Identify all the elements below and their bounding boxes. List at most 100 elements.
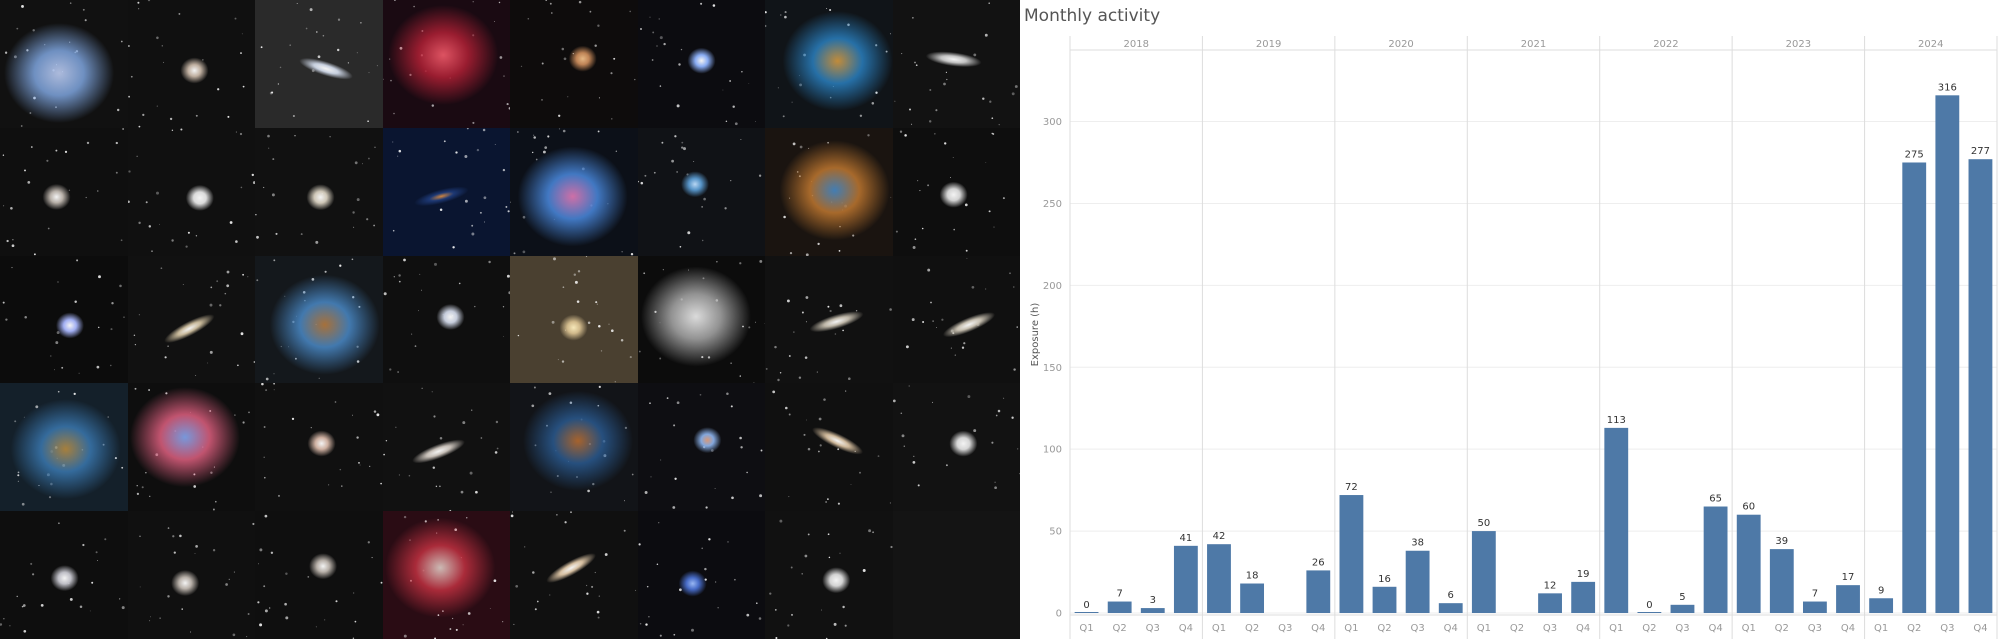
astro-photo-image — [638, 259, 765, 383]
astro-photo-globular-small[interactable] — [255, 127, 383, 256]
quarter-tick-label: Q3 — [1675, 623, 1689, 634]
astro-photo-galaxy-sombrero[interactable] — [510, 511, 638, 639]
bar-2024-Q1[interactable] — [1869, 598, 1894, 613]
astro-photo-galaxy-pair[interactable] — [127, 511, 255, 639]
bar-2022-Q3[interactable] — [1670, 604, 1695, 613]
astro-photo-comet-twilight[interactable] — [382, 127, 510, 256]
astro-photo-star-field[interactable] — [0, 255, 128, 384]
bar-2023-Q1[interactable] — [1736, 514, 1761, 613]
quarter-tick-label: Q2 — [1907, 623, 1921, 634]
astro-photo-comet-streak[interactable] — [255, 0, 383, 128]
bar-2018-Q2[interactable] — [1107, 601, 1132, 613]
year-header-label: 2020 — [1388, 39, 1413, 50]
astro-photo-star-field-blue[interactable] — [637, 0, 765, 128]
astro-photo-galaxy-tiny[interactable] — [255, 511, 383, 639]
astro-photo-galaxy-spindle[interactable] — [382, 383, 510, 512]
astro-photo-galaxy-face[interactable] — [255, 383, 383, 512]
astro-photo-spiral-galaxy[interactable] — [510, 0, 638, 128]
bar-2021-Q4[interactable] — [1571, 581, 1596, 613]
bar-2024-Q2[interactable] — [1902, 162, 1927, 613]
astro-photo-image — [644, 392, 762, 510]
astro-photo-nebula-small[interactable] — [0, 0, 128, 128]
astro-photo-planetary-nebula[interactable] — [510, 127, 638, 256]
astro-photo-whirlpool[interactable] — [0, 511, 128, 639]
bar-2023-Q3[interactable] — [1802, 601, 1827, 613]
bar-2019-Q2[interactable] — [1240, 583, 1265, 613]
astro-photo-galaxy-small[interactable] — [0, 127, 128, 256]
astro-photo-crescent-nebula[interactable] — [382, 511, 510, 639]
bar-value-label: 275 — [1905, 149, 1924, 160]
astro-photo-horsehead[interactable] — [382, 0, 510, 128]
quarter-tick-label: Q2 — [1245, 623, 1259, 634]
astro-photo-galaxy-glow[interactable] — [510, 255, 638, 384]
astro-photo-galaxy-edge-tilt[interactable] — [892, 255, 1020, 384]
y-tick-label: 300 — [1043, 117, 1062, 128]
bar-value-label: 6 — [1448, 590, 1454, 601]
quarter-tick-label: Q4 — [1576, 623, 1590, 634]
astro-photo-galaxy-edge[interactable] — [765, 255, 893, 384]
astro-photo-image — [895, 130, 1005, 252]
astro-photo-image — [765, 7, 893, 118]
astro-photo-globular[interactable] — [127, 127, 255, 256]
bar-2021-Q1[interactable] — [1471, 531, 1496, 613]
astro-photo-dumbbell[interactable] — [637, 383, 765, 512]
year-header-label: 2021 — [1521, 39, 1546, 50]
bar-2024-Q4[interactable] — [1968, 159, 1993, 614]
bar-2022-Q4[interactable] — [1703, 506, 1728, 613]
bar-value-label: 3 — [1150, 595, 1156, 606]
bar-2019-Q4[interactable] — [1306, 570, 1331, 613]
y-axis-label: Exposure (h) — [1030, 303, 1041, 367]
bar-2023-Q4[interactable] — [1836, 585, 1860, 613]
astro-photo-galaxy-oval[interactable] — [127, 255, 255, 384]
bar-value-label: 17 — [1842, 572, 1855, 583]
astro-photo-galaxy-group[interactable] — [127, 0, 255, 128]
quarter-tick-label: Q3 — [1808, 623, 1822, 634]
astro-photo-globular-faint[interactable] — [892, 127, 1020, 256]
astro-photo-blue-snowflake[interactable] — [637, 511, 765, 639]
astro-photo-open-cluster[interactable] — [382, 255, 510, 384]
bar-2018-Q3[interactable] — [1140, 608, 1165, 613]
bar-2020-Q2[interactable] — [1372, 586, 1397, 613]
astro-photo-ring-nebula[interactable] — [127, 383, 255, 512]
bar-2021-Q3[interactable] — [1538, 593, 1562, 613]
astro-photo-star-field-dark[interactable] — [637, 255, 765, 384]
astro-photo-image — [260, 3, 378, 123]
astro-photo-image — [779, 133, 892, 256]
astro-photo-empty[interactable] — [892, 511, 1020, 639]
astro-photo-globular-bright[interactable] — [892, 383, 1020, 512]
astro-photo-image — [639, 2, 756, 126]
bar-2020-Q1[interactable] — [1339, 495, 1364, 613]
astro-photo-pillar-nebula[interactable] — [255, 255, 383, 384]
quarter-tick-label: Q3 — [1278, 623, 1292, 634]
y-tick-label: 250 — [1043, 199, 1062, 210]
bar-2018-Q4[interactable] — [1173, 545, 1198, 613]
bar-value-label: 277 — [1971, 146, 1990, 157]
bar-2020-Q3[interactable] — [1405, 550, 1430, 613]
bar-2024-Q3[interactable] — [1935, 95, 1960, 614]
astro-photo-eagle-nebula[interactable] — [765, 127, 893, 256]
quarter-tick-label: Q1 — [1609, 623, 1623, 634]
bar-2023-Q2[interactable] — [1769, 549, 1794, 613]
year-header-label: 2019 — [1256, 39, 1281, 50]
chart-title: Monthly activity — [1024, 6, 1161, 26]
astrophoto-gallery — [0, 0, 1020, 639]
astro-photo-elliptical-galaxy[interactable] — [892, 0, 1020, 128]
astro-photo-dark-nebula[interactable] — [510, 383, 638, 512]
bar-2018-Q1[interactable] — [1074, 612, 1099, 613]
bar-2022-Q2[interactable] — [1637, 612, 1662, 613]
bar-2020-Q4[interactable] — [1438, 603, 1463, 613]
bar-value-label: 0 — [1646, 600, 1652, 611]
astro-photo-image — [257, 514, 383, 639]
astro-photo-nebula-colorful[interactable] — [765, 0, 893, 128]
astro-photo-planetary-small[interactable] — [637, 127, 765, 256]
astro-photo-nebula-sho[interactable] — [0, 383, 128, 512]
quarter-tick-label: Q3 — [1146, 623, 1160, 634]
bar-value-label: 39 — [1775, 536, 1788, 547]
astro-photo-globular-dim[interactable] — [765, 511, 893, 639]
astro-photo-image — [129, 387, 250, 511]
quarter-tick-label: Q1 — [1212, 623, 1226, 634]
astro-photo-galaxy-tilt[interactable] — [765, 383, 893, 512]
bar-2019-Q1[interactable] — [1207, 544, 1231, 613]
bar-value-label: 38 — [1411, 538, 1424, 549]
bar-2022-Q1[interactable] — [1604, 427, 1629, 613]
